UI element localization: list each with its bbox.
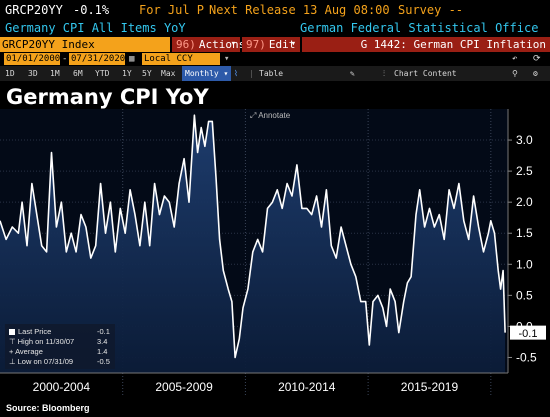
currency-chevron-icon[interactable]: ▾	[224, 54, 230, 64]
tab-1m[interactable]: 1M	[50, 69, 60, 78]
header-row: GRCP20YY -0.1% For Jul P Next Release 13…	[0, 0, 550, 20]
legend-average-value: 1.4	[97, 347, 108, 356]
next-release: Next Release 13 Aug 08:00	[209, 3, 390, 17]
annotate-button[interactable]: ⤢ Annotate	[250, 111, 291, 120]
edit-num: 97)	[246, 38, 266, 51]
legend-average: + Average	[9, 347, 43, 356]
y-tick-label: 2.0	[516, 195, 533, 209]
date-range-row: 01/01/2000 - 07/31/2020 ▦ Local CCY ▾ ↶ …	[0, 52, 550, 66]
toolbar: GRCP20YY Index 96) Actions ▾ 97) Edit ▾ G …	[0, 37, 550, 52]
last-value-tag: -0.1	[519, 328, 538, 340]
calendar-icon[interactable]: ▦	[129, 54, 135, 64]
y-tick-label: 2.5	[516, 164, 533, 178]
legend-swatch	[9, 329, 15, 335]
legend-high: ⊤ High on 11/30/07	[9, 337, 75, 346]
security-description: Germany CPI All Items YoY	[5, 21, 186, 35]
tab-6m[interactable]: 6M	[73, 69, 83, 78]
tab-ytd[interactable]: YTD	[95, 69, 110, 78]
y-tick-label: 1.5	[516, 226, 533, 240]
start-date-input[interactable]: 01/01/2000	[4, 53, 61, 65]
frequency-select[interactable]: Monthly ▾	[182, 66, 232, 81]
ticker-label: GRCP20YY	[5, 3, 63, 17]
security-field[interactable]: GRCP20YY Index	[0, 37, 170, 52]
y-tick-label: 1.0	[516, 257, 533, 271]
last-value-tag-bg	[510, 325, 546, 340]
range-dash: -	[62, 54, 68, 64]
legend-last-price-label: Last Price	[18, 327, 52, 336]
actions-menu[interactable]: 96) Actions ▾	[172, 37, 245, 52]
legend-high-value: 3.4	[97, 337, 108, 346]
tab-1d[interactable]: 1D	[5, 69, 15, 78]
y-tick-label: 3.0	[516, 133, 533, 147]
undo-icon[interactable]: ↶	[512, 54, 518, 64]
zoom-icon[interactable]: ⚲	[512, 69, 518, 78]
x-tick-label: 2015-2019	[401, 380, 459, 394]
chart-title: Germany CPI YoY	[6, 85, 209, 109]
legend-last-price-value: -0.1	[97, 327, 110, 336]
divider: |	[249, 69, 254, 78]
chevron-down-icon: ▾	[230, 39, 236, 49]
chart-content-button[interactable]: Chart Content	[394, 69, 457, 78]
source-label: Source: Bloomberg	[6, 403, 90, 413]
table-button[interactable]: Table	[259, 69, 284, 78]
refresh-icon[interactable]: ⟳	[533, 54, 541, 64]
description-row: Germany CPI All Items YoY German Federal…	[0, 19, 550, 37]
tab-3d[interactable]: 3D	[28, 69, 38, 78]
x-tick-label: 2010-2014	[278, 380, 336, 394]
legend-low-label: Low on 07/31/09	[17, 357, 74, 366]
legend-average-label: Average	[15, 347, 43, 356]
tab-max[interactable]: Max	[161, 69, 176, 78]
actions-label: Actions	[198, 38, 246, 51]
frequency-label: Monthly	[185, 69, 219, 78]
x-tick-label: 2005-2009	[155, 380, 213, 394]
legend-low-value: -0.5	[97, 357, 110, 366]
annotate-label: Annotate	[258, 111, 291, 120]
chevron-down-icon: ▾	[290, 39, 296, 49]
legend: Last Price -0.1 ⊤ High on 11/30/07 3.4 +…	[5, 324, 115, 369]
edit-label: Edit	[268, 38, 296, 51]
end-date-input[interactable]: 07/31/2020	[69, 53, 126, 65]
legend-last-price: Last Price	[9, 327, 51, 337]
tab-1y[interactable]: 1Y	[122, 69, 132, 78]
legend-low: ⊥ Low on 07/31/09	[9, 357, 74, 366]
y-tick-label: -0.5	[516, 350, 537, 364]
source-agency: German Federal Statistical Office	[300, 21, 539, 35]
currency-select[interactable]: Local CCY	[142, 53, 220, 65]
series-line	[0, 114, 506, 359]
period-toolbar: 1D 3D 1M 6M YTD 1Y 5Y Max Monthly ▾ ⌇ | …	[0, 66, 550, 81]
graph-title[interactable]: G 1442: German CPI Inflation	[302, 37, 550, 52]
edit-menu[interactable]: 97) Edit ▾	[242, 37, 300, 52]
line-chart-icon[interactable]: ⌇	[234, 69, 238, 78]
survey: Survey --	[398, 3, 464, 17]
last-value: -0.1%	[73, 3, 110, 17]
series-area	[0, 115, 506, 373]
for-period: For Jul P	[139, 3, 205, 17]
legend-high-label: High on 11/30/07	[17, 337, 75, 346]
x-tick-label: 2000-2004	[33, 380, 91, 394]
edit-pencil-icon[interactable]: ✎	[350, 69, 355, 78]
tab-5y[interactable]: 5Y	[142, 69, 152, 78]
actions-num: 96)	[176, 38, 196, 51]
y-tick-label: 0.5	[516, 288, 533, 302]
chart-content-icon[interactable]: ⫶	[383, 69, 385, 78]
settings-icon[interactable]: ⚙	[533, 69, 538, 78]
